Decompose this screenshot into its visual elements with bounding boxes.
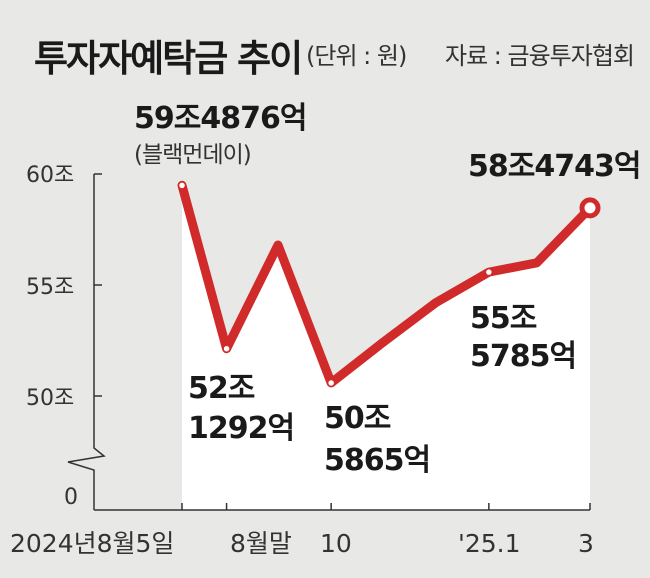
x-tick-label-mar: 3	[578, 529, 594, 558]
chart-title: 투자자예탁금 추이	[34, 37, 303, 80]
annotation-oct-line2: 5865억	[324, 443, 430, 478]
annotation-jan-line2: 5785억	[470, 339, 576, 374]
annotation-peak-value: 59조4876억	[134, 101, 306, 136]
y-tick-label-60: 60조	[26, 163, 74, 188]
x-tick-label-aug-end: 8월말	[230, 529, 292, 558]
annotation-aug-line1: 52조	[188, 371, 255, 406]
annotation-jan-line1: 55조	[470, 301, 537, 336]
data-point-marker	[326, 378, 336, 388]
x-tick-label-2025-01: '25.1	[458, 529, 521, 558]
source-note: 자료 : 금융투자협회	[445, 42, 635, 70]
x-tick-label-oct: 10	[320, 529, 352, 558]
x-tick-label-2024-08-05: 2024년8월5일	[10, 529, 174, 558]
data-point-marker	[222, 344, 231, 353]
y-tick-label-55: 55조	[26, 275, 74, 300]
axis-ticks	[94, 173, 591, 510]
annotation-aug-line2: 1292억	[188, 411, 294, 446]
data-point-marker	[177, 181, 187, 190]
data-point-marker	[579, 197, 601, 219]
series-line	[177, 180, 595, 388]
y-tick-label-0: 0	[64, 485, 78, 510]
y-tick-label-50: 50조	[26, 386, 74, 411]
data-point-marker	[484, 267, 494, 277]
header: 투자자예탁금 추이 (단위 : 원) 자료 : 금융투자협회	[34, 26, 635, 80]
y-axis-line	[67, 174, 590, 511]
unit-note: (단위 : 원)	[306, 42, 407, 70]
annotation-oct-line1: 50조	[324, 401, 391, 436]
annotation-peak-note: (블랙먼데이)	[134, 142, 251, 168]
markers	[177, 181, 601, 388]
annotation-latest-value: 58조4743억	[468, 149, 640, 184]
